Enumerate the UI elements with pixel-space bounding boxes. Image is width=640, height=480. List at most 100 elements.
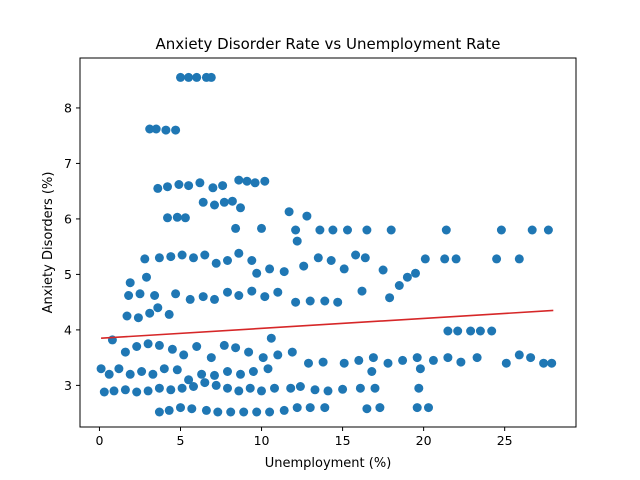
data-point <box>250 178 260 188</box>
y-tick-label: 4 <box>64 322 72 337</box>
data-point <box>273 287 283 297</box>
data-point <box>185 294 195 304</box>
data-point <box>245 383 255 393</box>
data-point <box>286 383 296 393</box>
data-point <box>135 289 145 299</box>
data-point <box>456 357 466 367</box>
data-point <box>177 383 187 393</box>
data-point <box>412 353 422 363</box>
data-point <box>265 264 275 274</box>
points-layer <box>96 72 557 417</box>
data-point <box>167 344 177 354</box>
x-axis-label: Unemployment (%) <box>265 456 392 471</box>
data-point <box>362 225 372 235</box>
data-point <box>252 268 262 278</box>
data-point <box>226 407 236 417</box>
data-point <box>514 350 524 360</box>
data-point <box>295 382 305 391</box>
data-point <box>338 384 348 394</box>
data-point <box>475 326 485 336</box>
plot-area-frame <box>79 57 577 428</box>
data-point <box>428 355 438 365</box>
data-point <box>223 383 232 393</box>
data-point <box>292 403 302 413</box>
data-point <box>375 403 385 413</box>
data-point <box>320 403 330 413</box>
data-point <box>208 183 218 193</box>
data-point <box>161 125 171 135</box>
data-point <box>171 289 181 299</box>
data-point <box>174 180 184 189</box>
data-point <box>234 386 244 396</box>
data-point <box>367 367 377 376</box>
data-point <box>206 72 216 82</box>
data-point <box>526 353 536 363</box>
data-point <box>247 256 257 265</box>
data-point <box>114 364 124 374</box>
data-point <box>339 358 349 368</box>
data-point <box>370 383 380 393</box>
data-point <box>472 353 482 363</box>
data-point <box>378 265 388 275</box>
data-point <box>151 124 161 134</box>
data-point <box>385 293 395 303</box>
ticks-layer: 0 5 10 15 20 25 3 4 5 6 7 8 <box>64 100 513 448</box>
data-point <box>210 370 219 380</box>
data-point <box>265 407 275 417</box>
data-point <box>153 183 163 193</box>
y-axis-label: Anxiety Disorders (%) <box>41 172 56 314</box>
y-tick-label: 3 <box>64 378 72 393</box>
data-point <box>260 292 270 302</box>
data-point <box>270 383 279 393</box>
data-point <box>539 358 549 368</box>
data-point <box>291 225 301 235</box>
data-point <box>145 308 155 318</box>
data-point <box>441 225 451 235</box>
data-point <box>133 313 143 323</box>
data-point <box>252 407 262 417</box>
data-point <box>248 367 258 376</box>
data-point <box>443 353 453 363</box>
data-point <box>258 353 268 363</box>
data-point <box>310 385 320 395</box>
data-point <box>263 364 273 374</box>
data-point <box>148 369 158 379</box>
data-point <box>210 200 219 210</box>
data-point <box>120 385 130 395</box>
data-point <box>527 225 537 235</box>
data-point <box>219 340 229 350</box>
data-point <box>266 333 276 343</box>
data-point <box>292 236 302 246</box>
data-point <box>424 403 433 413</box>
y-tick-label: 6 <box>64 211 72 226</box>
data-point <box>189 253 198 263</box>
data-point <box>501 358 511 368</box>
data-point <box>453 326 463 336</box>
data-point <box>315 225 325 235</box>
data-point <box>218 181 228 191</box>
data-point <box>279 405 289 415</box>
y-tick-label: 8 <box>64 100 72 115</box>
data-point <box>328 225 338 235</box>
data-point <box>198 197 208 207</box>
data-point <box>137 367 147 376</box>
data-point <box>180 213 190 223</box>
data-point <box>547 358 557 368</box>
data-point <box>200 378 210 388</box>
data-point <box>223 287 232 297</box>
data-point <box>219 197 229 207</box>
data-point <box>355 383 365 393</box>
data-point <box>200 250 210 260</box>
data-point <box>414 383 424 393</box>
data-point <box>184 181 194 191</box>
data-point <box>304 358 313 368</box>
data-point <box>164 405 174 415</box>
data-point <box>320 296 330 306</box>
data-point <box>234 291 244 300</box>
data-point <box>357 286 367 296</box>
data-point <box>440 254 450 264</box>
trend-line <box>101 309 554 340</box>
data-point <box>99 387 109 397</box>
data-point <box>247 286 257 296</box>
